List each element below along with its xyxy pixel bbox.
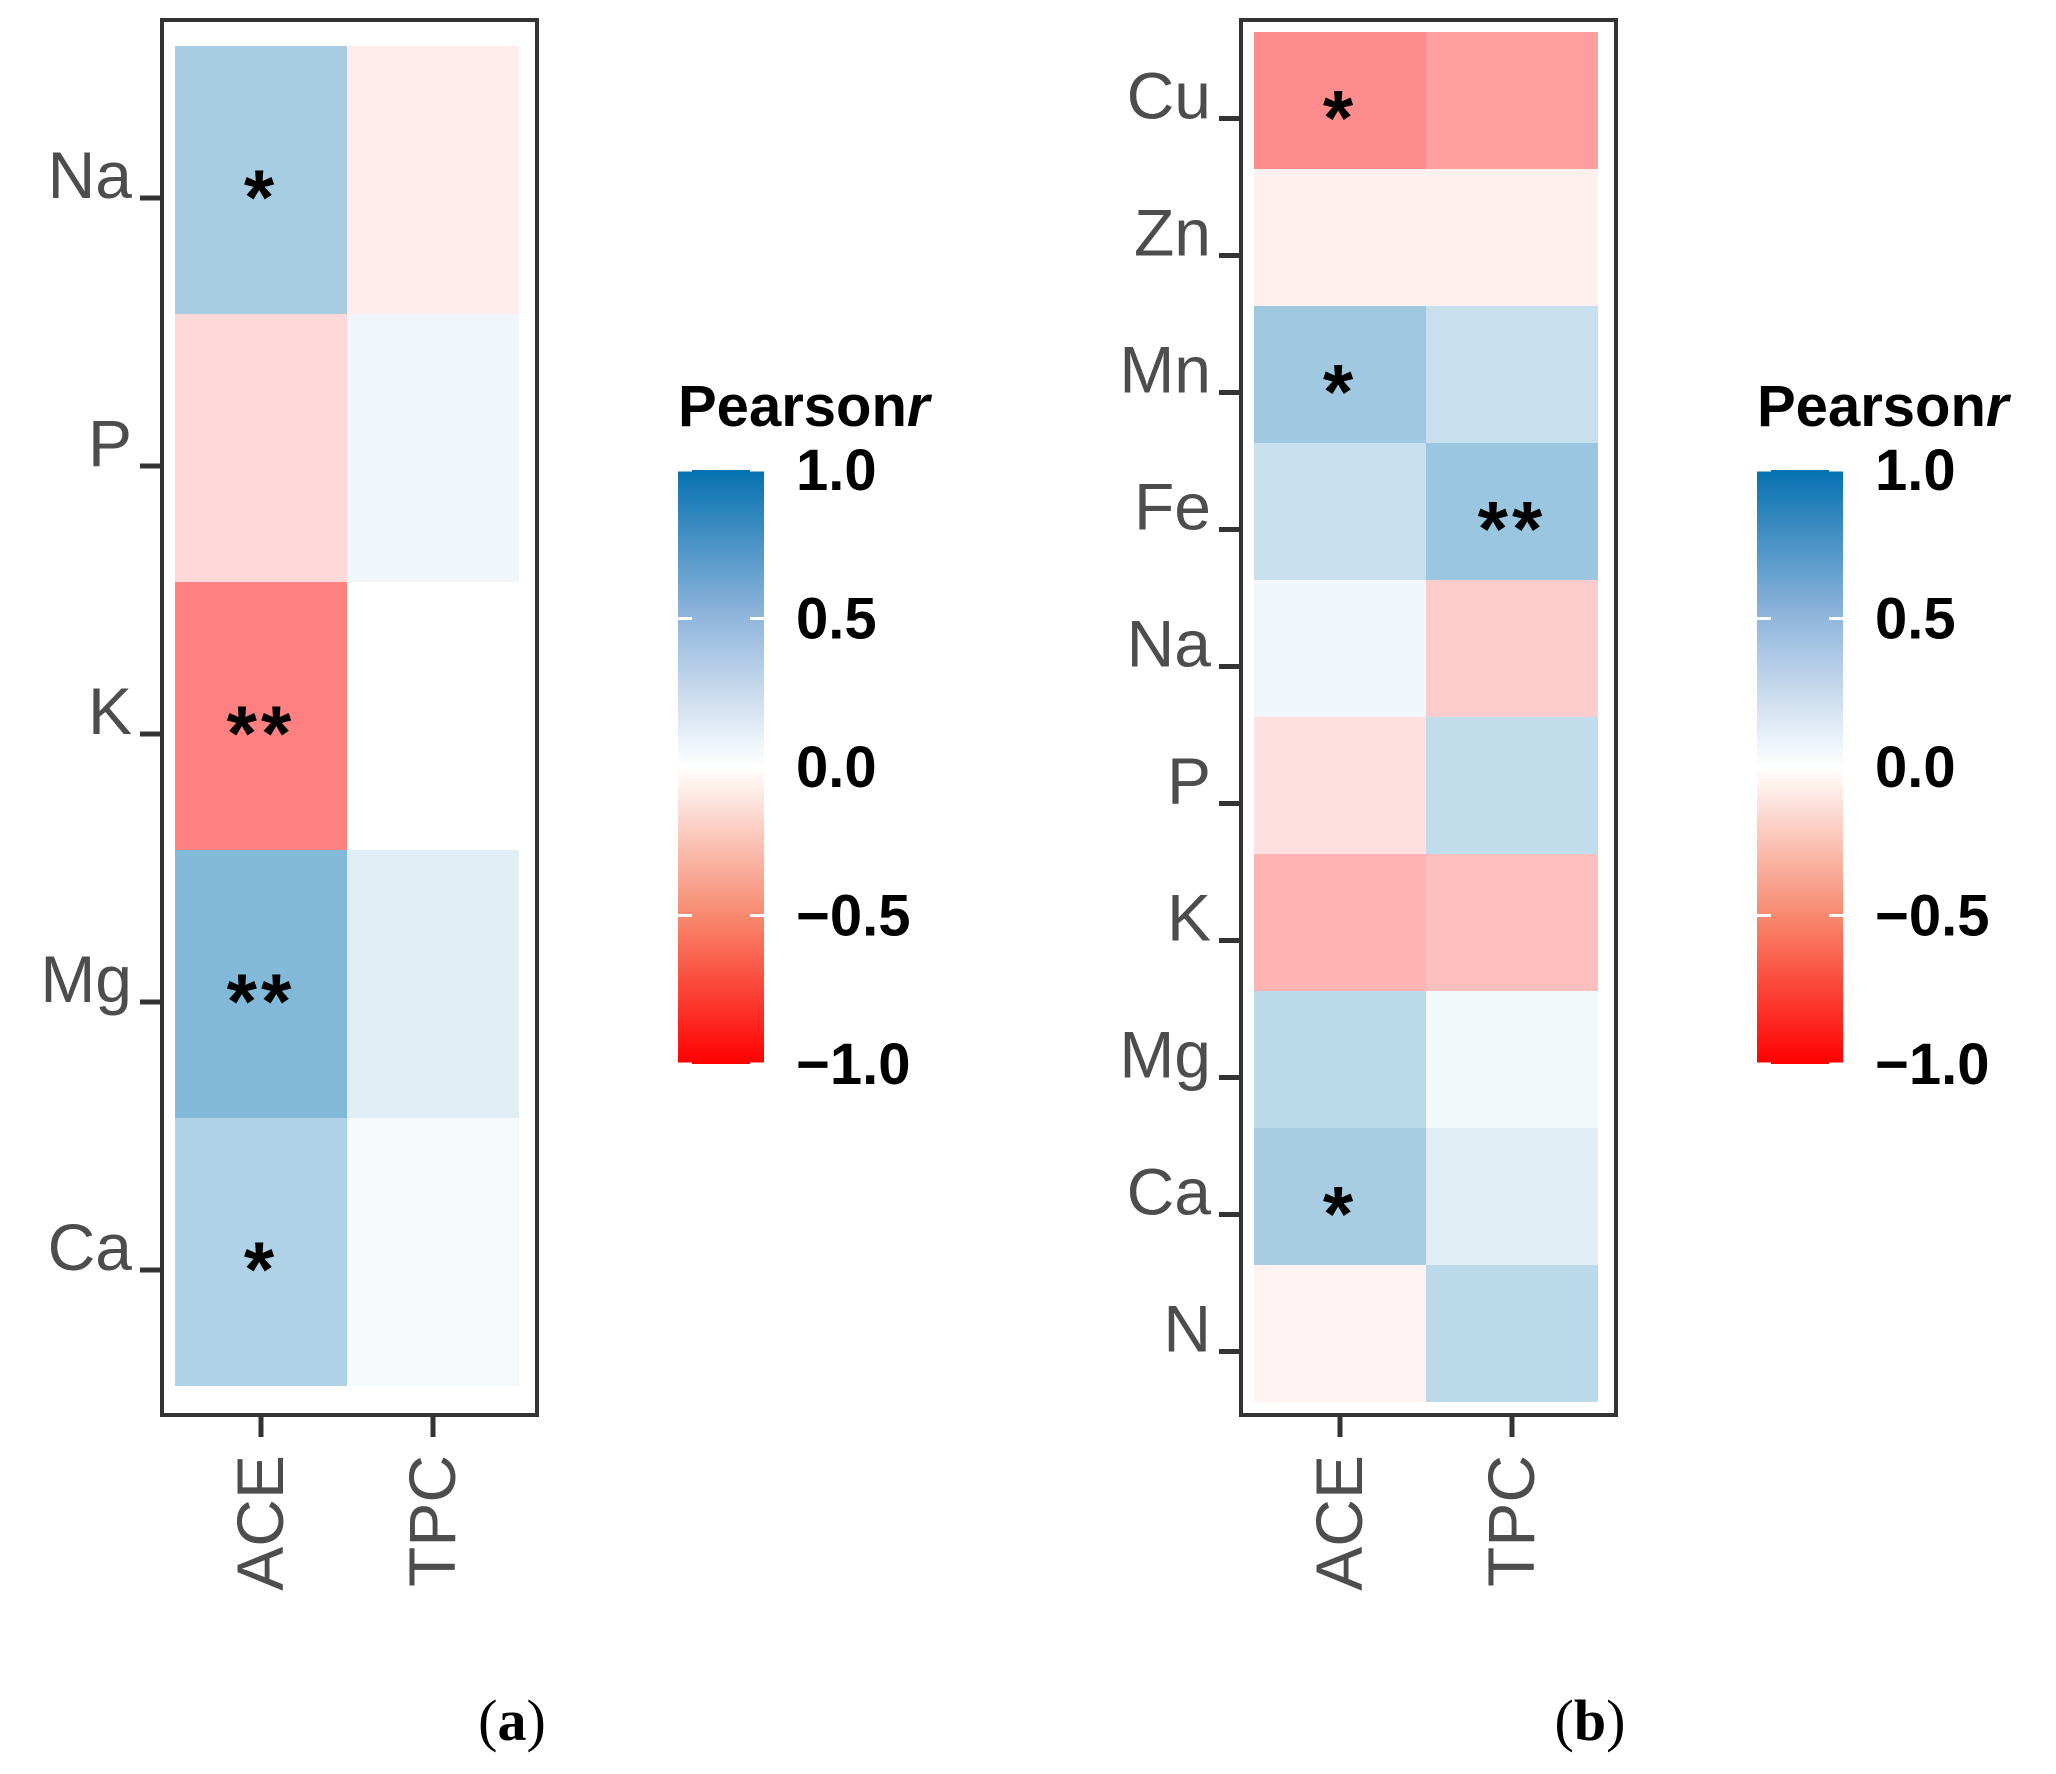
y-tick-label-ca: Ca — [48, 1210, 133, 1284]
x-tick-label-tpc: TPC — [1474, 1455, 1548, 1587]
significance-marker: ** — [227, 689, 296, 777]
heatmap-cell-ca-tpc — [347, 1118, 519, 1386]
y-tick-label-k: K — [88, 674, 132, 748]
heatmap-cell-ca-ace — [1254, 1128, 1426, 1265]
heatmap-cell-mn-ace — [1254, 306, 1426, 443]
panel-b-legend-colorbar — [1757, 470, 1843, 1064]
panel-b-legend-title: Pearsonr — [1757, 374, 2012, 439]
y-tick-label-na: Na — [48, 138, 133, 212]
heatmap-cell-fe-ace — [1254, 443, 1426, 580]
panel-a-legend-ticks: 1.0 0.5 0.0 −0.5 −1.0 — [678, 438, 911, 1097]
y-tick-label-p: P — [88, 406, 132, 480]
heatmap-cell-cu-ace — [1254, 32, 1426, 169]
panel-b-legend-title-main: Pearson — [1757, 374, 1986, 439]
heatmap-cell-zn-tpc — [1426, 169, 1598, 306]
heatmap-cell-mn-tpc — [1426, 306, 1598, 443]
significance-marker: * — [1323, 348, 1357, 436]
heatmap-cell-p-tpc — [347, 314, 519, 582]
significance-marker: * — [244, 1225, 278, 1313]
panel-b-x-axis: ACE TPC — [1302, 1415, 1548, 1591]
significance-marker: ** — [1478, 485, 1547, 573]
heatmap-cell-mg-tpc — [1426, 991, 1598, 1128]
legend-tick-label: −1.0 — [796, 1032, 911, 1097]
legend-tick-label: 1.0 — [1875, 438, 1956, 503]
heatmap-cell-na-ace — [175, 46, 347, 314]
heatmap-cell-na-tpc — [347, 46, 519, 314]
heatmap-cell-fe-tpc — [1426, 443, 1598, 580]
panel-a-legend: Pearsonr 1.0 0.5 0.0 −0.5 −1.0 — [678, 374, 933, 1097]
panel-b-legend-title-r: r — [1986, 374, 2012, 439]
heatmap-cell-cu-tpc — [1426, 32, 1598, 169]
panel-a-stars: ****** — [227, 153, 296, 1313]
y-tick-label-p: P — [1167, 744, 1211, 818]
panel-a-legend-colorbar — [678, 470, 764, 1064]
legend-tick-label: 0.0 — [796, 735, 877, 800]
significance-marker: * — [244, 153, 278, 241]
legend-tick-label: −0.5 — [1875, 884, 1990, 949]
panel-a-x-axis: ACE TPC — [223, 1415, 469, 1591]
panel-a-legend-title-r: r — [907, 374, 933, 439]
heatmap-cell-p-ace — [175, 314, 347, 582]
heatmap-cell-n-ace — [1254, 1265, 1426, 1402]
panel-a-label: (a) — [478, 1688, 546, 1753]
panel-b-y-axis: Cu Zn Mn Fe Na PK Mg Ca N — [1119, 59, 1241, 1366]
heatmap-cell-ca-ace — [175, 1118, 347, 1386]
y-tick-label-ca: Ca — [1127, 1155, 1212, 1229]
heatmap-cell-k-ace — [175, 582, 347, 850]
panel-a-cells — [175, 46, 519, 1386]
panel-b-frame — [1239, 18, 1618, 1417]
significance-marker: ** — [227, 957, 296, 1045]
legend-tick-label: 0.5 — [1875, 587, 1956, 652]
panel-a-label-letter: a — [498, 1688, 527, 1753]
heatmap-cell-k-tpc — [347, 582, 519, 850]
x-tick-label-ace: ACE — [223, 1455, 297, 1591]
significance-marker: * — [1323, 1170, 1357, 1258]
panel-a-y-axis: Na P K Mg Ca — [40, 138, 162, 1284]
heatmap-cell-k-ace — [1254, 854, 1426, 991]
heatmap-cell-zn-ace — [1254, 169, 1426, 306]
heatmap-cell-ca-tpc — [1426, 1128, 1598, 1265]
y-tick-label-zn: Zn — [1134, 196, 1211, 270]
heatmap-cell-na-tpc — [1426, 580, 1598, 717]
legend-tick-label: 0.5 — [796, 587, 877, 652]
x-tick-label-ace: ACE — [1302, 1455, 1376, 1591]
y-tick-label-mg: Mg — [1119, 1018, 1211, 1092]
panel-b-legend: Pearsonr 1.0 0.5 0.0 −0.5 −1.0 — [1757, 374, 2012, 1097]
panel-a-frame — [160, 18, 539, 1417]
legend-tick-label: −0.5 — [796, 884, 911, 949]
panel-a-legend-title: Pearsonr — [678, 374, 933, 439]
y-tick-label-mn: Mn — [1119, 333, 1211, 407]
heatmap-cell-mg-tpc — [347, 850, 519, 1118]
legend-tick-label: −1.0 — [1875, 1032, 1990, 1097]
legend-tick-label: 1.0 — [796, 438, 877, 503]
panel-b-label-letter: b — [1574, 1688, 1606, 1753]
heatmap-cell-na-ace — [1254, 580, 1426, 717]
x-tick-label-tpc: TPC — [395, 1455, 469, 1587]
y-tick-label-fe: Fe — [1134, 470, 1211, 544]
panel-a-legend-title-main: Pearson — [678, 374, 907, 439]
heatmap-cell-mg-ace — [175, 850, 347, 1118]
heatmap-cell-k-tpc — [1426, 854, 1598, 991]
panel-b-label: (b) — [1555, 1688, 1626, 1753]
y-tick-label-n: N — [1163, 1292, 1211, 1366]
y-tick-label-cu: Cu — [1127, 59, 1211, 133]
panel-b-stars: ***** — [1323, 74, 1547, 1258]
panel-b-cells — [1254, 32, 1598, 1402]
heatmap-cell-mg-ace — [1254, 991, 1426, 1128]
legend-tick-label: 0.0 — [1875, 735, 1956, 800]
y-tick-label-k: K — [1167, 881, 1211, 955]
panel-b-legend-ticks: 1.0 0.5 0.0 −0.5 −1.0 — [1757, 438, 1990, 1097]
y-tick-label-mg: Mg — [40, 942, 132, 1016]
y-tick-label-na: Na — [1127, 607, 1212, 681]
heatmap-cell-n-tpc — [1426, 1265, 1598, 1402]
heatmap-cell-p-ace — [1254, 717, 1426, 854]
significance-marker: * — [1323, 74, 1357, 162]
heatmap-cell-p-tpc — [1426, 717, 1598, 854]
